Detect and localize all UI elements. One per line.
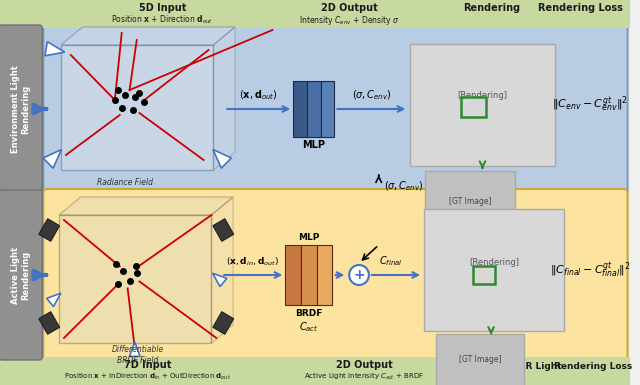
Polygon shape [213,219,234,241]
Text: Active Light
Rendering: Active Light Rendering [11,246,30,303]
Text: 2D Output: 2D Output [321,3,378,13]
Bar [321,81,335,137]
Polygon shape [61,27,235,45]
Bar [461,97,486,117]
Text: +: + [353,268,365,282]
Polygon shape [213,149,231,168]
FancyBboxPatch shape [44,189,628,361]
Text: Rendering with IR Light: Rendering with IR Light [442,362,562,371]
FancyBboxPatch shape [425,171,515,231]
FancyBboxPatch shape [436,334,524,385]
Text: Radiance Field: Radiance Field [97,177,153,186]
Text: Position $\mathbf{x}$ + InDirection $\mathbf{d}_{in}$ + OutDirection $\mathbf{d}: Position $\mathbf{x}$ + InDirection $\ma… [64,372,231,382]
Polygon shape [39,219,60,241]
Polygon shape [59,215,211,343]
Polygon shape [211,197,233,343]
Text: 2D Output: 2D Output [335,360,392,370]
Text: Intensity $C_{env}$ + Density $\sigma$: Intensity $C_{env}$ + Density $\sigma$ [299,13,399,27]
Bar [285,245,301,305]
Text: Position $\mathbf{x}$ + Direction $\mathbf{d}_{out}$: Position $\mathbf{x}$ + Direction $\math… [111,14,213,27]
Text: BRDF: BRDF [295,308,323,318]
Text: 5D Input: 5D Input [139,3,186,13]
Text: MLP: MLP [298,233,319,241]
Polygon shape [213,312,234,334]
FancyBboxPatch shape [424,209,564,331]
Text: $(\mathbf{x}, \mathbf{d}_{in}, \mathbf{d}_{out})$: $(\mathbf{x}, \mathbf{d}_{in}, \mathbf{d… [227,256,279,268]
Polygon shape [39,312,60,334]
Polygon shape [45,42,65,56]
Text: Rendering Loss: Rendering Loss [538,3,623,13]
Bar [0,0,630,28]
Text: Active Light Intensity $C_{act}$ + BRDF: Active Light Intensity $C_{act}$ + BRDF [304,372,424,382]
Bar [473,266,495,285]
Text: $(\sigma, C_{env})$: $(\sigma, C_{env})$ [352,89,392,102]
FancyBboxPatch shape [0,190,42,360]
Text: $(\mathbf{x}, \mathbf{d}_{out})$: $(\mathbf{x}, \mathbf{d}_{out})$ [239,89,278,102]
Polygon shape [61,45,214,170]
Bar [317,245,333,305]
Polygon shape [47,293,61,306]
Text: $\Vert C_{env} - C_{env}^{gt}\Vert^2$: $\Vert C_{env} - C_{env}^{gt}\Vert^2$ [552,94,628,114]
Polygon shape [59,197,233,215]
Bar [301,245,317,305]
Polygon shape [214,27,235,170]
FancyBboxPatch shape [0,25,42,193]
Text: Rendering: Rendering [463,3,520,13]
Polygon shape [43,149,61,168]
Text: [GT Image]: [GT Image] [459,355,501,365]
Text: Environment Light
Rendering: Environment Light Rendering [11,65,30,153]
Text: $\Vert C_{final} - C_{final}^{gt}\Vert^2$: $\Vert C_{final} - C_{final}^{gt}\Vert^2… [550,260,630,280]
Text: Rendering Loss: Rendering Loss [554,362,632,371]
Bar [293,81,307,137]
Text: [Rendering]: [Rendering] [458,90,508,99]
Polygon shape [212,273,227,286]
Polygon shape [129,342,140,357]
Text: MLP: MLP [302,140,325,150]
Text: $C_{act}$: $C_{act}$ [299,320,319,334]
FancyBboxPatch shape [410,44,555,166]
Text: 7D Input: 7D Input [124,360,172,370]
FancyBboxPatch shape [44,24,628,194]
Text: $(\sigma, C_{env})$: $(\sigma, C_{env})$ [383,180,423,193]
Text: Differentiable
BRDF Field: Differentiable BRDF Field [111,345,164,365]
Bar [0,357,630,385]
Text: $C_{final}$: $C_{final}$ [379,254,403,268]
Bar [307,81,321,137]
Text: [Rendering]: [Rendering] [469,258,519,266]
Text: [GT Image]: [GT Image] [449,196,492,206]
Circle shape [349,265,369,285]
